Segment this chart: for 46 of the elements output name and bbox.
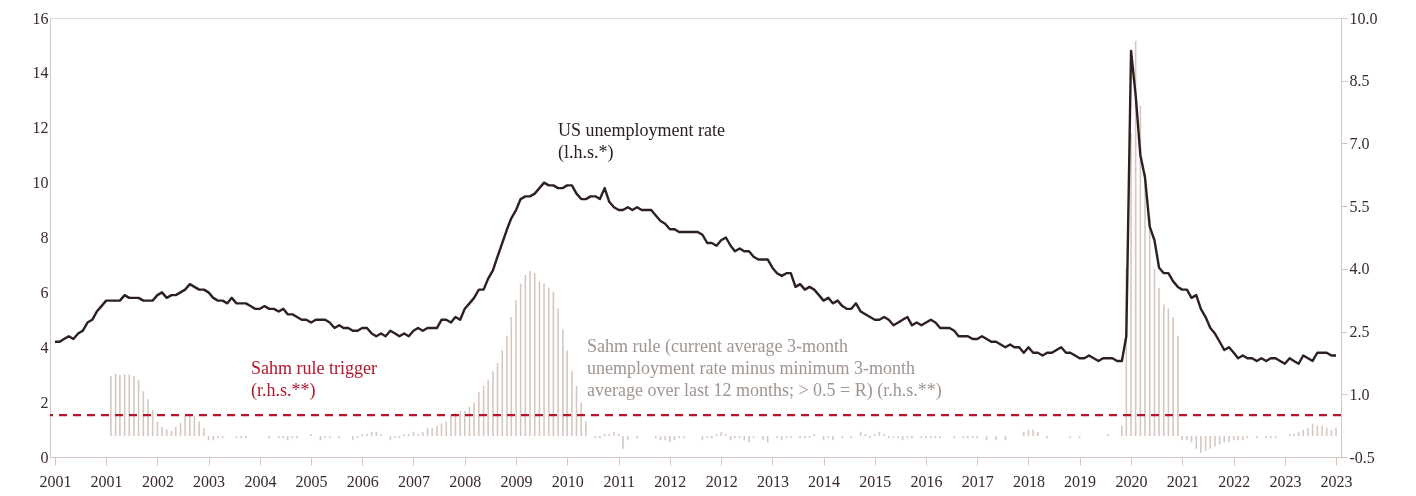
- x-tick-label: 2005: [295, 472, 328, 490]
- y-tick-label: 8: [40, 229, 49, 246]
- y-tick-label: 12: [32, 119, 49, 137]
- x-tick-label: 2007: [397, 472, 430, 490]
- x-tick-label: 2012: [654, 472, 687, 490]
- y2-tick-label: 5.5: [1349, 197, 1370, 215]
- y-tick-label: 14: [32, 64, 49, 82]
- y2-tick-label: 10.0: [1349, 9, 1378, 27]
- x-tick-label: 2013: [756, 472, 789, 490]
- y2-tick-label: 7.0: [1349, 134, 1370, 152]
- x-tick-label: 2014: [808, 472, 841, 490]
- x-tick-label: 2011: [603, 472, 635, 490]
- y2-tick-label: 4.0: [1349, 260, 1370, 278]
- x-tick-label: 2022: [1218, 472, 1251, 490]
- x-tick-label: 2006: [346, 472, 379, 490]
- x-tick-label: 2017: [961, 472, 994, 490]
- y-tick-label: 0: [40, 448, 49, 466]
- annotation: Sahm rule (current average 3-month unemployment rate minus minimum 3-month average over last 12 months; > 0.5 = R) (r.h.s.**): [587, 336, 942, 401]
- x-tick-label: 2020: [1115, 472, 1148, 490]
- y2-tick-label: -0.5: [1349, 448, 1375, 466]
- x-tick-label: 2018: [1012, 472, 1045, 490]
- x-tick-label: 2010: [551, 472, 584, 490]
- y-tick-label: 4: [40, 338, 49, 356]
- x-tick-label: 2009: [500, 472, 533, 490]
- x-tick-label: 2016: [910, 472, 943, 490]
- x-tick-label: 2019: [1064, 472, 1097, 490]
- y2-tick-label: 8.5: [1349, 72, 1370, 90]
- y-tick-label: 10: [32, 174, 49, 192]
- y2-tick-label: 1.0: [1349, 385, 1370, 403]
- y2-tick-label: 2.5: [1349, 323, 1370, 341]
- x-tick-label: 2023: [1320, 472, 1353, 490]
- x-tick-label: 2002: [141, 472, 174, 490]
- y-tick-label: 6: [40, 283, 49, 301]
- x-tick-label: 2008: [449, 472, 482, 490]
- x-tick-label: 2001: [39, 472, 72, 490]
- annotation: Sahm rule trigger (r.h.s.**): [251, 358, 377, 401]
- x-tick-label: 2023: [1269, 472, 1302, 490]
- x-tick-label: 2001: [90, 472, 123, 490]
- x-tick-label: 2003: [193, 472, 226, 490]
- x-tick-label: 2004: [244, 472, 277, 490]
- x-tick-label: 2021: [1166, 472, 1199, 490]
- x-tick-label: 2012: [705, 472, 738, 490]
- x-tick-label: 2015: [859, 472, 892, 490]
- y-tick-label: 2: [40, 393, 49, 411]
- y-tick-label: 16: [32, 9, 49, 27]
- annotation: US unemployment rate (l.h.s.*): [558, 120, 725, 163]
